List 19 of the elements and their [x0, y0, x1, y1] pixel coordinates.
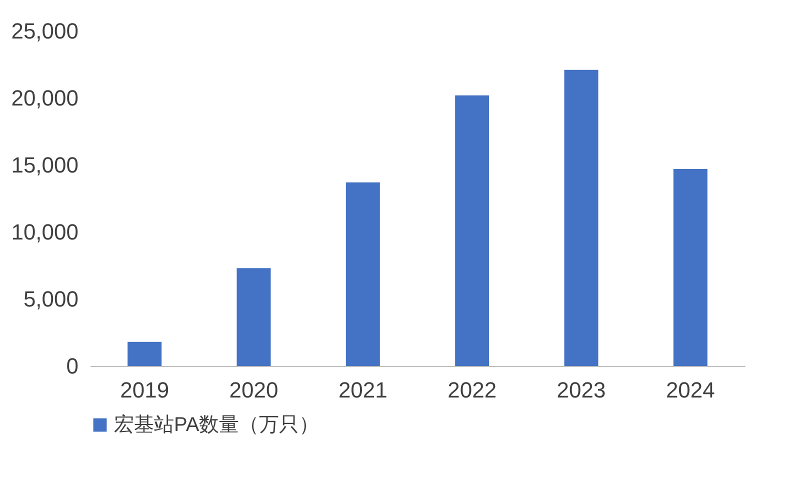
bar: [455, 95, 490, 366]
y-tick-label: 0: [66, 354, 78, 378]
x-tick-label: 2020: [229, 378, 278, 402]
y-tick-label: 25,000: [11, 18, 78, 44]
bar: [346, 182, 380, 366]
legend-label: 宏基站PA数量（万只）: [114, 414, 320, 436]
x-tick-label: 2021: [338, 378, 388, 402]
y-tick-label: 10,000: [11, 220, 78, 244]
bar: [236, 268, 271, 366]
x-tick-label: 2024: [666, 378, 715, 402]
x-tick-label: 2019: [120, 378, 170, 402]
bar: [128, 342, 162, 366]
y-tick-label: 5,000: [23, 286, 78, 312]
y-tick-label: 15,000: [11, 152, 78, 178]
x-tick-label: 2023: [556, 378, 606, 402]
bar: [673, 169, 708, 366]
y-tick-label: 20,000: [11, 86, 78, 110]
bar: [564, 70, 598, 366]
x-tick-label: 2022: [448, 378, 497, 402]
